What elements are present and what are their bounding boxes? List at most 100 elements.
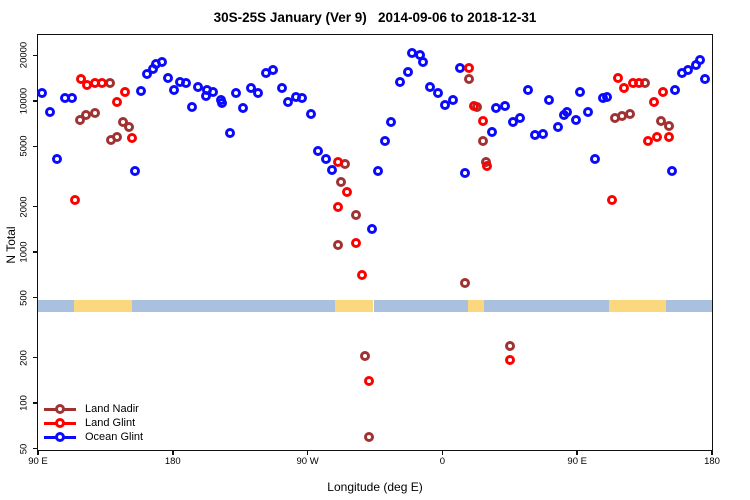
- data-point-land-nadir: [477, 135, 488, 146]
- data-point-land-nadir: [359, 351, 370, 362]
- y-tick-label: 50: [18, 443, 30, 454]
- data-point-ocean-glint: [193, 82, 204, 93]
- y-tick-label: 100: [18, 395, 30, 412]
- data-point-ocean-glint: [699, 73, 710, 84]
- data-point-ocean-glint: [575, 86, 586, 97]
- x-axis-title: Longitude (deg E): [327, 480, 423, 494]
- data-point-land-glint: [350, 237, 361, 248]
- data-point-land-glint: [341, 186, 352, 197]
- legend-point-icon: [55, 417, 65, 428]
- data-point-ocean-glint: [313, 146, 324, 157]
- data-point-land-glint: [633, 78, 644, 89]
- data-point-land-glint: [663, 131, 674, 142]
- data-point-land-glint: [612, 72, 623, 83]
- data-point-land-glint: [464, 63, 475, 74]
- data-point-land-glint: [657, 86, 668, 97]
- y-axis-title: N Total: [4, 226, 18, 264]
- chart-title: 30S-25S January (Ver 9) 2014-09-06 to 20…: [213, 10, 537, 25]
- legend-point-icon: [55, 403, 65, 414]
- y-tick-label: 200: [18, 349, 30, 366]
- data-point-ocean-glint: [522, 84, 533, 95]
- legend-item-land-glint: Land Glint: [44, 416, 143, 430]
- data-point-land-nadir: [504, 340, 515, 351]
- x-tick-label: 90 E: [567, 456, 587, 467]
- x-tick-label: 90 W: [296, 456, 319, 467]
- data-point-ocean-glint: [230, 87, 241, 98]
- data-point-ocean-glint: [268, 65, 279, 76]
- x-tick: [576, 450, 578, 455]
- data-point-ocean-glint: [169, 85, 180, 96]
- x-tick: [711, 450, 713, 455]
- data-point-land-glint: [642, 136, 653, 147]
- data-point-land-nadir: [364, 431, 374, 442]
- data-point-ocean-glint: [455, 63, 466, 74]
- data-point-ocean-glint: [440, 99, 451, 110]
- data-point-land-nadir: [459, 278, 470, 289]
- data-point-ocean-glint: [386, 116, 397, 127]
- data-point-ocean-glint: [208, 86, 219, 97]
- data-point-land-glint: [606, 195, 617, 206]
- data-point-ocean-glint: [669, 85, 680, 96]
- data-point-land-glint: [97, 78, 108, 89]
- y-tick: [33, 402, 38, 404]
- data-point-land-glint: [482, 161, 493, 172]
- x-tick: [37, 450, 39, 455]
- data-point-ocean-glint: [561, 106, 572, 117]
- data-point-ocean-glint: [582, 106, 593, 117]
- legend-item-ocean-glint: Ocean Glint: [44, 430, 143, 444]
- data-point-land-nadir: [624, 109, 635, 120]
- data-point-ocean-glint: [67, 92, 78, 103]
- data-point-ocean-glint: [590, 153, 601, 164]
- data-point-land-nadir: [118, 116, 129, 127]
- data-point-ocean-glint: [163, 72, 174, 83]
- data-point-land-glint: [618, 83, 629, 94]
- data-point-ocean-glint: [283, 97, 294, 108]
- surface-band-ocean: [665, 300, 712, 313]
- legend-item-label: Ocean Glint: [85, 431, 144, 443]
- data-point-ocean-glint: [52, 154, 63, 165]
- data-point-ocean-glint: [395, 77, 406, 88]
- data-point-land-nadir: [464, 73, 475, 84]
- data-point-ocean-glint: [296, 92, 307, 103]
- data-point-land-glint: [70, 195, 81, 206]
- surface-band-land: [73, 300, 133, 313]
- legend: Land Nadir Land Glint Ocean Glint: [44, 402, 143, 444]
- y-tick: [33, 251, 38, 253]
- legend-swatch: [44, 417, 76, 429]
- data-point-ocean-glint: [666, 165, 677, 176]
- x-tick: [172, 450, 174, 455]
- data-point-land-glint: [477, 115, 488, 126]
- y-tick: [33, 447, 38, 450]
- data-point-land-nadir: [332, 239, 343, 250]
- x-tick-label: 90 E: [28, 456, 48, 467]
- x-tick-label: 0: [439, 456, 446, 467]
- data-point-ocean-glint: [570, 114, 581, 125]
- data-point-land-glint: [112, 97, 123, 108]
- y-tick: [33, 100, 38, 102]
- data-point-land-nadir: [112, 131, 123, 142]
- data-point-land-nadir: [80, 109, 91, 120]
- legend-item-land-nadir: Land Nadir: [44, 402, 143, 416]
- data-point-land-glint: [651, 131, 662, 142]
- data-point-land-nadir: [335, 177, 346, 188]
- data-point-ocean-glint: [500, 101, 511, 112]
- data-point-land-glint: [468, 101, 479, 112]
- data-point-ocean-glint: [181, 78, 192, 89]
- legend-item-label: Land Nadir: [85, 403, 139, 415]
- y-tick-label: 1000: [18, 241, 30, 263]
- data-point-land-glint: [356, 269, 367, 280]
- data-point-ocean-glint: [552, 121, 563, 132]
- data-point-ocean-glint: [447, 95, 458, 106]
- y-tick: [33, 205, 38, 208]
- y-tick-label: 2000: [18, 195, 30, 218]
- surface-band-land: [608, 300, 666, 313]
- surface-band-land: [334, 300, 374, 313]
- data-point-land-glint: [364, 376, 374, 387]
- y-tick-label: 20000: [18, 42, 30, 69]
- data-point-land-nadir: [656, 115, 667, 126]
- data-point-land-nadir: [350, 209, 361, 220]
- x-tick-label: 180: [704, 456, 720, 467]
- data-point-ocean-glint: [136, 86, 147, 97]
- data-point-land-glint: [332, 201, 343, 212]
